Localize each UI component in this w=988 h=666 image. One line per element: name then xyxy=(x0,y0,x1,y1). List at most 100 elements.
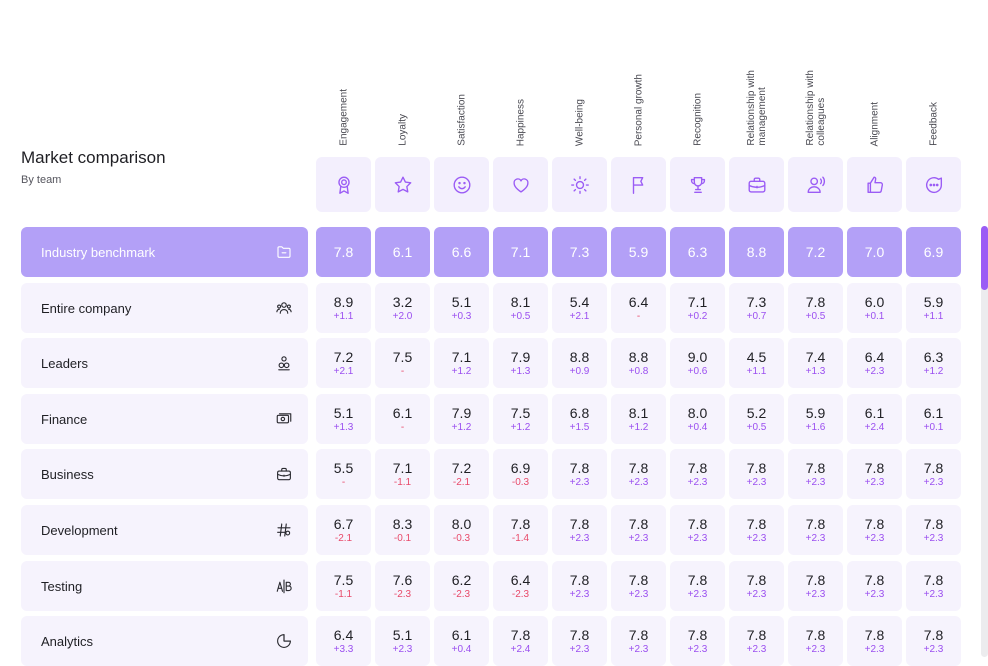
column-header: Relationship with management xyxy=(729,48,784,146)
score-value: 7.8 xyxy=(569,626,590,643)
score-cell: 7.8 +2.3 xyxy=(670,561,725,611)
score-delta: +0.5 xyxy=(746,421,767,433)
score-delta: -2.1 xyxy=(452,476,471,488)
column-header-label: Relationship with management xyxy=(745,70,768,146)
score-value: 7.8 xyxy=(628,571,649,588)
smile-icon xyxy=(434,157,489,212)
score-value: 7.5 xyxy=(392,348,413,365)
thumbs-up-icon xyxy=(866,176,883,193)
row-name: Analytics xyxy=(41,633,94,649)
score-delta: -0.3 xyxy=(452,532,471,544)
score-cell: 7.8 +2.3 xyxy=(552,505,607,555)
row-label[interactable]: Business xyxy=(21,449,308,499)
score-cell: 7.8 +2.3 xyxy=(670,616,725,666)
pie-chart-icon xyxy=(275,632,293,650)
score-value: 7.3 xyxy=(569,244,590,260)
score-delta: +0.8 xyxy=(628,365,649,377)
score-delta: +2.3 xyxy=(569,532,590,544)
heart-icon xyxy=(512,177,529,193)
score-delta: +0.3 xyxy=(451,310,472,322)
score-delta: +2.3 xyxy=(805,588,826,600)
folder-icon xyxy=(275,243,293,261)
score-value: 8.8 xyxy=(569,348,590,365)
column-header-label: Loyalty xyxy=(397,114,408,146)
column-header-label: Personal growth xyxy=(633,73,644,146)
score-delta: +1.5 xyxy=(569,421,590,433)
score-delta: +2.3 xyxy=(805,476,826,488)
score-delta: -2.3 xyxy=(393,588,412,600)
score-delta: +2.3 xyxy=(923,476,944,488)
score-value: 5.9 xyxy=(923,293,944,310)
score-cell: 6.1- xyxy=(375,394,430,444)
score-delta: +2.1 xyxy=(569,310,590,322)
score-value: 8.9 xyxy=(333,293,354,310)
score-value: 7.8 xyxy=(864,515,885,532)
score-value: 6.9 xyxy=(923,244,944,260)
score-cell: 7.8 +2.3 xyxy=(906,505,961,555)
score-cell: 7.8 -1.4 xyxy=(493,505,548,555)
score-cell: 7.2 +2.1 xyxy=(316,338,371,388)
row-label[interactable]: Industry benchmark xyxy=(21,227,308,277)
score-value: 7.8 xyxy=(923,459,944,476)
score-delta: +0.1 xyxy=(864,310,885,322)
row-name: Development xyxy=(41,522,118,538)
score-delta: -2.3 xyxy=(452,588,471,600)
score-cell: 3.2 +2.0 xyxy=(375,283,430,333)
score-delta: +2.3 xyxy=(864,476,885,488)
column-header: Personal growth xyxy=(611,48,666,146)
score-delta: +2.3 xyxy=(746,476,767,488)
score-value: 7.8 xyxy=(805,515,826,532)
score-cell: 7.6 -2.3 xyxy=(375,561,430,611)
row-name: Finance xyxy=(41,411,88,427)
score-value: 7.8 xyxy=(333,244,354,260)
row-label[interactable]: Analytics xyxy=(21,616,308,666)
column-header: Feedback xyxy=(906,48,961,146)
score-delta: +1.6 xyxy=(805,421,826,433)
scrollbar-track[interactable] xyxy=(981,226,988,657)
score-delta: +2.3 xyxy=(628,532,649,544)
score-delta: +1.2 xyxy=(510,421,531,433)
row-name: Business xyxy=(41,466,94,482)
score-cell: 7.5 -1.1 xyxy=(316,561,371,611)
score-cell: 5.1 +0.3 xyxy=(434,283,489,333)
score-cell: 5.4 +2.1 xyxy=(552,283,607,333)
score-cell: 6.9 xyxy=(906,227,961,277)
row-label[interactable]: Testing xyxy=(21,561,308,611)
scrollbar-thumb[interactable] xyxy=(981,226,988,290)
column-header-label: Recognition xyxy=(692,93,703,146)
score-value: 7.8 xyxy=(687,459,708,476)
score-delta: -0.1 xyxy=(393,532,412,544)
score-value: 6.9 xyxy=(510,459,531,476)
score-cell: 7.1 xyxy=(493,227,548,277)
score-cell: 7.8 +2.3 xyxy=(552,561,607,611)
sun-icon xyxy=(552,157,607,212)
score-cell: 7.8 +2.3 xyxy=(729,449,784,499)
flag-icon xyxy=(611,157,666,212)
score-value: 8.8 xyxy=(628,348,649,365)
thumbs-up-icon xyxy=(847,157,902,212)
score-value: 7.8 xyxy=(923,515,944,532)
score-cell: 7.1 +1.2 xyxy=(434,338,489,388)
row-label[interactable]: Entire company xyxy=(21,283,308,333)
score-cell: 7.2 xyxy=(788,227,843,277)
score-delta: +2.3 xyxy=(746,643,767,655)
score-cell: 7.8 +2.3 xyxy=(611,505,666,555)
score-delta: +0.9 xyxy=(569,365,590,377)
score-value: 7.8 xyxy=(569,515,590,532)
score-value: 6.1 xyxy=(392,244,413,260)
score-value: 6.1 xyxy=(392,404,413,421)
row-label[interactable]: Leaders xyxy=(21,338,308,388)
score-cell: 5.9 +1.1 xyxy=(906,283,961,333)
score-value: 7.8 xyxy=(687,626,708,643)
score-cell: 6.4 -2.3 xyxy=(493,561,548,611)
score-delta: +0.6 xyxy=(687,365,708,377)
score-cell: 7.8 +2.3 xyxy=(906,616,961,666)
score-value: 7.8 xyxy=(628,626,649,643)
row-label[interactable]: Development xyxy=(21,505,308,555)
score-cell: 9.0 +0.6 xyxy=(670,338,725,388)
score-delta: +2.3 xyxy=(687,476,708,488)
row-label[interactable]: Finance xyxy=(21,394,308,444)
score-value: 6.3 xyxy=(923,348,944,365)
column-header: Loyalty xyxy=(375,48,430,146)
column-header-label: Relationship with colleagues xyxy=(804,70,827,146)
